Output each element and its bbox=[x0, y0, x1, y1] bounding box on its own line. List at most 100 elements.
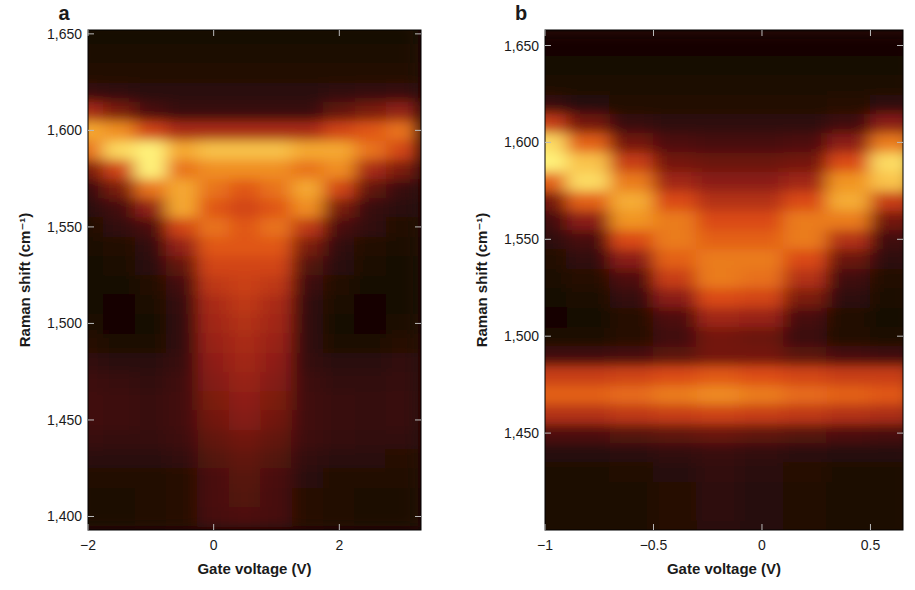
heatmap-cell bbox=[610, 345, 654, 365]
heatmap-cell bbox=[355, 236, 387, 256]
heatmap-cell bbox=[260, 178, 292, 198]
y-tick-right bbox=[415, 226, 421, 227]
heatmap-cell bbox=[740, 345, 784, 365]
heatmap-cell bbox=[197, 255, 229, 275]
heatmap-cell bbox=[740, 423, 784, 443]
heatmap-cell bbox=[610, 132, 654, 152]
heatmap-cell bbox=[610, 74, 654, 94]
y-tick-right bbox=[897, 45, 903, 46]
heatmap-cell bbox=[323, 487, 355, 507]
heatmap-cell bbox=[545, 365, 567, 385]
heatmap-cell bbox=[386, 371, 418, 391]
heatmap-cell bbox=[653, 210, 697, 230]
heatmap-cell bbox=[103, 236, 135, 256]
heatmap-cell bbox=[386, 178, 418, 198]
heatmap-cell bbox=[229, 197, 261, 217]
heatmap-cell bbox=[545, 55, 567, 75]
heatmap-cell bbox=[229, 178, 261, 198]
heatmap-cell bbox=[355, 429, 387, 449]
heatmap-cell bbox=[292, 120, 324, 140]
heatmap-cell bbox=[566, 462, 610, 482]
x-tick-top bbox=[653, 30, 654, 36]
heatmap-cell bbox=[653, 229, 697, 249]
y-axis-title: Raman shift (cm⁻¹) bbox=[473, 213, 490, 348]
y-tick bbox=[88, 33, 94, 34]
heatmap-cell bbox=[386, 333, 418, 353]
heatmap-cell bbox=[783, 345, 827, 365]
heatmap-cell bbox=[696, 500, 740, 520]
heatmap-cell bbox=[135, 255, 167, 275]
heatmap-cell bbox=[386, 255, 418, 275]
heatmap-cell bbox=[696, 287, 740, 307]
heatmap-cell bbox=[610, 190, 654, 210]
x-tick bbox=[653, 524, 654, 530]
heatmap-cell bbox=[88, 62, 104, 82]
heatmap-cell bbox=[870, 462, 903, 482]
heatmap-cell bbox=[197, 43, 229, 63]
heatmap-cell bbox=[135, 391, 167, 411]
heatmap-cell bbox=[292, 429, 324, 449]
heatmap-cell bbox=[386, 429, 418, 449]
heatmap-cell bbox=[88, 352, 104, 372]
heatmap-cell bbox=[323, 468, 355, 488]
x-tick bbox=[545, 524, 546, 530]
heatmap-cell bbox=[355, 333, 387, 353]
panel-letter: a bbox=[58, 2, 70, 24]
heatmap-cell bbox=[545, 404, 567, 424]
heatmap-cell bbox=[740, 132, 784, 152]
heatmap-cell bbox=[696, 152, 740, 172]
heatmap-cell bbox=[135, 448, 167, 468]
heatmap-cell bbox=[696, 229, 740, 249]
heatmap-cell bbox=[355, 178, 387, 198]
heatmap-cell bbox=[323, 62, 355, 82]
heatmap-cell bbox=[292, 487, 324, 507]
heatmap-cell bbox=[260, 429, 292, 449]
heatmap-cell bbox=[197, 30, 229, 44]
y-tick-label: 1,500 bbox=[504, 328, 539, 344]
y-tick-right bbox=[415, 33, 421, 34]
heatmap-cell bbox=[386, 236, 418, 256]
heatmap-cell bbox=[355, 487, 387, 507]
heatmap-cell bbox=[197, 352, 229, 372]
heatmap-cell bbox=[88, 313, 104, 333]
heatmap-cell bbox=[323, 333, 355, 353]
heatmap-cell bbox=[566, 35, 610, 55]
heatmap-cell bbox=[783, 481, 827, 501]
heatmap-cell bbox=[135, 487, 167, 507]
heatmap-cell bbox=[229, 275, 261, 295]
y-tick-label: 1,600 bbox=[47, 122, 82, 138]
heatmap-cell bbox=[827, 229, 871, 249]
heatmap-cell bbox=[610, 384, 654, 404]
heatmap-cell bbox=[610, 229, 654, 249]
heatmap-cell bbox=[355, 120, 387, 140]
heatmap-cell bbox=[870, 113, 903, 133]
heatmap-cell bbox=[545, 500, 567, 520]
heatmap-cell bbox=[610, 93, 654, 113]
heatmap-cell bbox=[135, 236, 167, 256]
heatmap-cell bbox=[103, 140, 135, 160]
heatmap-cell bbox=[870, 171, 903, 191]
heatmap-cell bbox=[696, 384, 740, 404]
heatmap-cell bbox=[870, 74, 903, 94]
heatmap-cell bbox=[323, 313, 355, 333]
heatmap-cell bbox=[386, 275, 418, 295]
heatmap-cell bbox=[653, 113, 697, 133]
y-tick-label: 1,550 bbox=[504, 231, 539, 247]
heatmap-cell bbox=[653, 190, 697, 210]
heatmap-cell bbox=[870, 210, 903, 230]
heatmap-cell bbox=[783, 442, 827, 462]
heatmap-cell bbox=[88, 217, 104, 237]
heatmap-cell bbox=[323, 506, 355, 526]
heatmap-cell bbox=[292, 43, 324, 63]
heatmap-cell bbox=[355, 159, 387, 179]
heatmap-cell bbox=[610, 171, 654, 191]
heatmap-cell bbox=[870, 384, 903, 404]
y-axis-title: Raman shift (cm⁻¹) bbox=[16, 213, 33, 348]
heatmap-cell bbox=[566, 384, 610, 404]
heatmap-cell bbox=[260, 82, 292, 102]
heatmap-cell bbox=[323, 429, 355, 449]
heatmap-cell bbox=[323, 140, 355, 160]
heatmap-cell bbox=[323, 236, 355, 256]
heatmap-cell bbox=[260, 62, 292, 82]
heatmap-cell bbox=[740, 35, 784, 55]
